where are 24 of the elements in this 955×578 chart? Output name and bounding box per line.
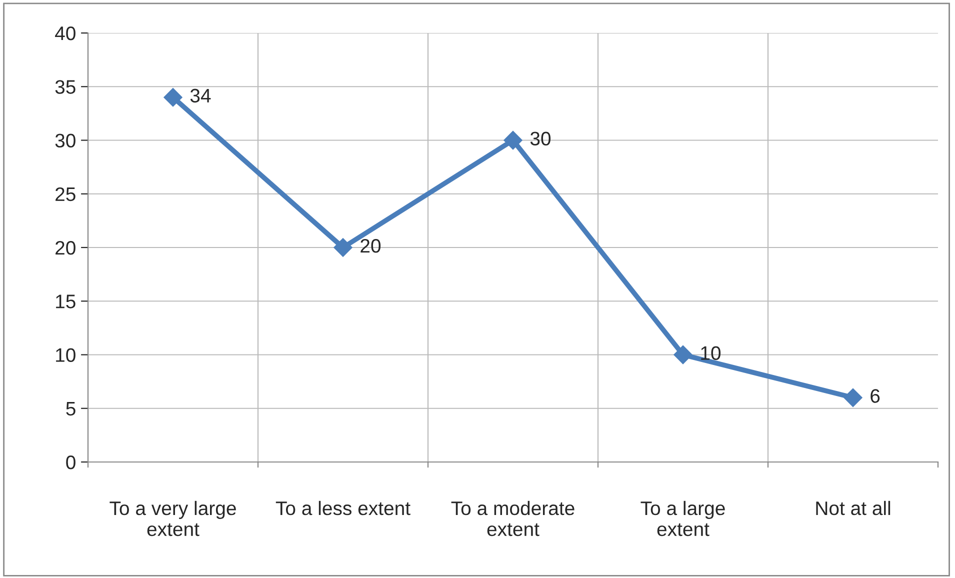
x-tick-label: To a moderate extent xyxy=(451,500,574,536)
data-label: 6 xyxy=(870,389,880,403)
y-tick-label: 15 xyxy=(56,294,76,308)
y-tick-label: 30 xyxy=(55,134,76,148)
x-tick-label: To a large extent xyxy=(640,500,725,536)
point xyxy=(504,130,522,150)
y-tick-label: 10 xyxy=(56,348,76,362)
data-label: 10 xyxy=(701,346,721,360)
y-tick-label: 35 xyxy=(55,80,76,94)
data-label: 30 xyxy=(530,132,551,146)
x-tick-label: To a very large extent xyxy=(110,500,236,536)
point xyxy=(164,88,182,107)
y-tick-label: 20 xyxy=(56,240,76,255)
data-label: 20 xyxy=(360,238,381,253)
y-tick-label: 5 xyxy=(66,402,76,416)
data-label: 34 xyxy=(190,88,211,103)
point xyxy=(844,388,862,408)
x-tick-label: Not at all xyxy=(816,500,890,516)
y-tick-label: 40 xyxy=(55,26,76,40)
point xyxy=(674,345,692,364)
x-tick-label: To a less extent xyxy=(276,500,410,516)
point xyxy=(334,238,352,257)
y-tick-label: 0 xyxy=(66,455,76,470)
y-tick-label: 25 xyxy=(56,187,76,202)
